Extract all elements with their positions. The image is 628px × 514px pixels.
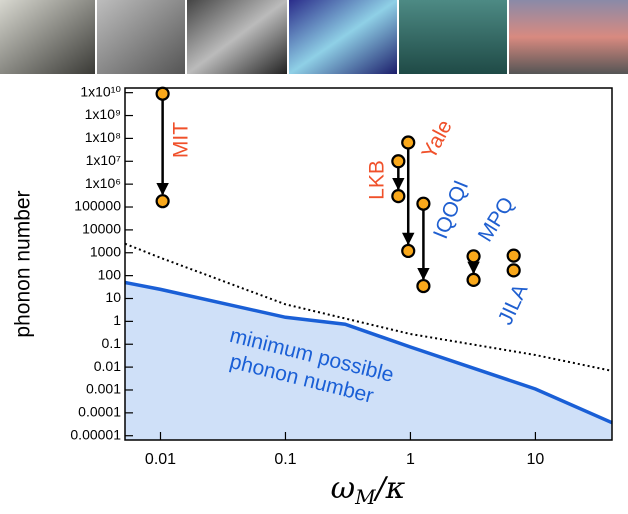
photo: [399, 0, 507, 74]
photo: [187, 0, 287, 74]
x-tick-label: 0.01: [145, 451, 176, 468]
x-label-part: M: [354, 485, 376, 509]
y-tick-label: 1: [113, 312, 121, 328]
point: [155, 86, 170, 101]
series-label: MIT: [170, 122, 193, 158]
series-label: IQOQI: [429, 177, 473, 242]
x-label-part: /κ: [373, 471, 406, 506]
point: [401, 243, 416, 259]
point: [416, 278, 431, 294]
y-axis-label: phonon number: [12, 190, 35, 337]
y-tick-label: 1x10¹⁰: [80, 83, 121, 99]
y-tick-label: 10: [105, 289, 121, 305]
photo: [0, 0, 95, 74]
photo-strip: [0, 0, 628, 74]
series-label: MPQ: [474, 193, 519, 246]
y-tick-label: 1x10⁶: [85, 175, 121, 191]
point: [466, 272, 481, 288]
y-tick-label: 0.00001: [70, 426, 121, 442]
y-tick-label: 100000: [74, 198, 121, 214]
y-tick-label: 1x10⁷: [86, 152, 121, 168]
series-label: Yale: [418, 116, 457, 163]
x-tick-label: 1: [406, 451, 415, 468]
x-tick-label: 10: [527, 451, 545, 468]
photo: [509, 0, 628, 74]
y-tick-label: 1x10⁹: [85, 106, 121, 122]
area: [125, 282, 612, 440]
y-tick-label: 0.01: [94, 358, 121, 374]
point: [401, 135, 416, 150]
curve: [124, 242, 613, 372]
point: [506, 263, 521, 278]
y-tick-label: 10000: [82, 221, 121, 237]
x-tick-label: 0.1: [274, 451, 296, 468]
point: [466, 249, 481, 264]
y-tick-label: 0.1: [102, 335, 122, 351]
x-label-part: ω: [331, 471, 355, 506]
y-tick-label: 1x10⁸: [85, 129, 121, 145]
y-tick-label: 100: [98, 266, 122, 282]
x-axis-label: ωM/κ: [331, 471, 406, 509]
series-label: LKB: [366, 160, 389, 200]
point: [391, 189, 406, 204]
photo: [97, 0, 185, 74]
plot-frame: [124, 87, 613, 441]
point: [416, 196, 431, 211]
point: [506, 248, 521, 263]
series-label: JILA: [494, 281, 533, 329]
y-tick-label: 1000: [90, 243, 121, 259]
y-tick-label: 0.0001: [78, 404, 121, 420]
y-tick-label: 0.001: [86, 381, 121, 397]
point: [155, 194, 170, 209]
photo: [289, 0, 397, 74]
curve: [124, 280, 613, 425]
point: [391, 154, 406, 169]
